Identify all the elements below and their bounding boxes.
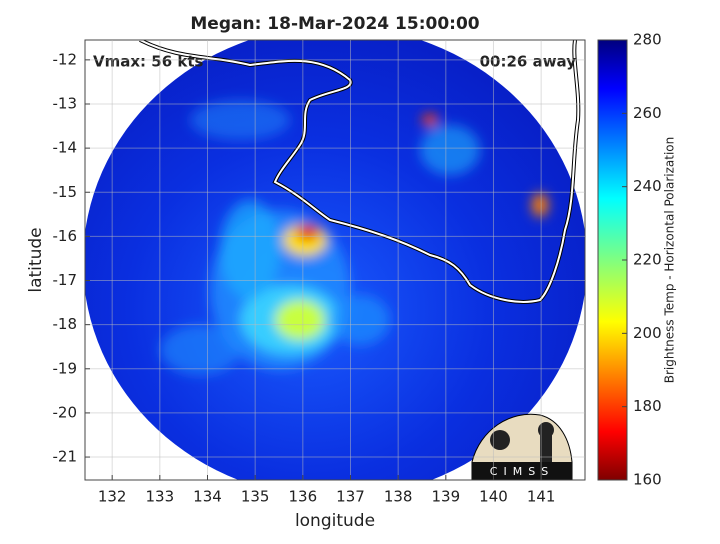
chart-title: Megan: 18-Mar-2024 15:00:00 [190,14,479,34]
y-tick-label: -12 [53,50,78,68]
x-tick-label: 136 [289,488,318,506]
y-tick-label: -14 [53,139,78,157]
colorbar-tick-label: 240 [633,177,662,195]
y-tick-label: -15 [53,183,78,201]
plot-frame [84,39,586,481]
x-tick-label: 132 [98,488,127,506]
x-tick-label: 137 [336,488,365,506]
x-tick-label: 133 [146,488,175,506]
y-tick-label: -21 [53,448,78,466]
colorbar-tick-label: 200 [633,324,662,342]
x-tick-label: 141 [527,488,556,506]
annotation: Vmax: 56 kts [93,53,203,71]
annotation: 00:26 away [480,53,577,71]
y-tick-label: -17 [53,271,78,289]
logo: CIMSS [471,413,573,481]
colorbar-tick-label: 180 [633,397,662,415]
colorbar-tick-label: 260 [633,104,662,122]
y-tick-label: -20 [53,403,78,421]
x-tick-label: 140 [479,488,508,506]
colorbar-tick-label: 220 [633,251,662,269]
logo-text: CIMSS [490,465,554,478]
y-tick-label: -13 [53,94,78,112]
x-tick-label: 135 [241,488,270,506]
colorbar-tick-label: 280 [633,31,662,49]
y-tick-label: -19 [53,359,78,377]
x-axis-label: longitude [295,511,375,531]
y-tick-label: -18 [53,315,78,333]
x-tick-label: 139 [431,488,460,506]
coastline [139,40,581,304]
y-tick-label: -16 [53,227,78,245]
colorbar-label: Brightness Temp - Horizontal Polarizatio… [663,137,677,384]
satellite-image [85,40,585,480]
colorbar-tick-label: 160 [633,471,662,489]
x-tick-label: 138 [384,488,413,506]
x-tick-label: 134 [193,488,222,506]
y-axis-label: latitude [26,227,46,292]
